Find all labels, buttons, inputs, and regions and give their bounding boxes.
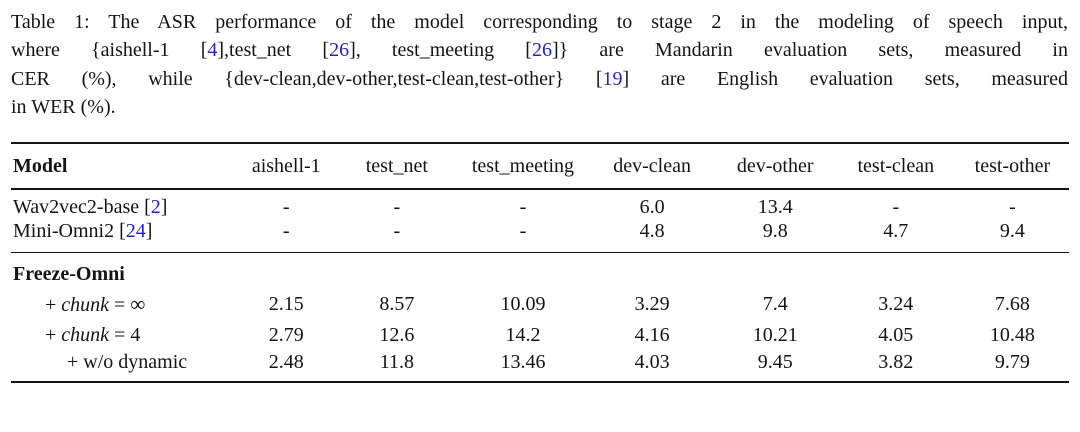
- model-name: ]: [145, 220, 153, 243]
- cell: 10.21: [752, 323, 798, 346]
- column-header-test-clean: test-clean: [835, 143, 956, 191]
- cell: -: [393, 220, 401, 243]
- model-label: Wav2vec2-base [2]: [11, 189, 235, 220]
- cell: 4.16: [634, 323, 670, 346]
- model-label: + chunk = ∞: [11, 289, 235, 320]
- cell: 3.82: [878, 350, 914, 373]
- cell: 7.4: [762, 292, 788, 315]
- cell: 2.15: [268, 292, 304, 315]
- model-name: Wav2vec2-base [: [13, 196, 151, 219]
- model-label: + chunk = 4: [11, 320, 235, 351]
- citation-link[interactable]: 4: [207, 39, 218, 62]
- section-title: Freeze-Omni: [13, 262, 125, 285]
- cell: 11.8: [379, 350, 414, 373]
- column-header-test-meeting: test_meeting: [456, 143, 590, 191]
- math-variable: chunk: [61, 323, 110, 346]
- column-header-model: Model: [11, 143, 236, 191]
- cell: 9.45: [757, 350, 793, 373]
- caption-text: in WER (%).: [11, 95, 116, 118]
- cell: -: [519, 220, 527, 243]
- cell: 10.48: [989, 323, 1035, 346]
- section-title-row: Freeze-Omni: [11, 253, 1069, 289]
- caption-text: ] are English evaluation sets, measured: [622, 67, 1068, 90]
- caption-line: in WER (%).: [11, 93, 1068, 121]
- math-plus: +: [45, 323, 62, 346]
- citation-link[interactable]: 26: [531, 39, 552, 62]
- model-name: Mini-Omni2 [: [13, 220, 126, 243]
- citation-link[interactable]: 24: [125, 220, 146, 243]
- caption-text: CER (%), while {dev-clean,dev-other,test…: [11, 67, 603, 90]
- caption-line: where {aishell-1 [4],test_net [26], test…: [11, 36, 1068, 64]
- cell: 14.2: [505, 323, 541, 346]
- math-variable: chunk: [61, 293, 110, 316]
- caption-line: CER (%), while {dev-clean,dev-other,test…: [11, 65, 1068, 93]
- cell: -: [892, 196, 900, 219]
- table-header: Model aishell-1 test_net test_meeting de…: [11, 143, 1069, 191]
- caption-text: Table 1: The ASR performance of the mode…: [11, 11, 1068, 33]
- cell: 12.6: [379, 323, 415, 346]
- cell: 13.46: [500, 350, 546, 373]
- cell: 4.03: [634, 350, 670, 373]
- cell: 9.8: [762, 220, 788, 243]
- cell: 9.4: [999, 220, 1025, 243]
- model-label: Mini-Omni2 [24]: [11, 220, 235, 253]
- cell: -: [519, 196, 527, 219]
- infinity-symbol: ∞: [130, 291, 146, 316]
- citation-link[interactable]: 26: [329, 39, 350, 62]
- math-value: 4: [130, 323, 141, 346]
- caption-text: ],test_net [: [217, 39, 330, 62]
- results-table: Model aishell-1 test_net test_meeting de…: [11, 142, 1069, 383]
- cell: 7.68: [994, 292, 1030, 315]
- math-equals: =: [109, 293, 131, 316]
- cell: 10.09: [500, 292, 546, 315]
- column-header-aishell-1: aishell-1: [235, 143, 338, 191]
- column-header-test-net: test_net: [337, 143, 457, 191]
- table-caption: Table 1: The ASR performance of the mode…: [11, 8, 1068, 121]
- cell: 3.24: [878, 292, 914, 315]
- cell: 4.7: [883, 220, 909, 243]
- cell: 13.4: [757, 196, 793, 219]
- cell: 9.79: [994, 350, 1030, 373]
- math-plus: +: [45, 293, 62, 316]
- column-header-dev-clean: dev-clean: [589, 143, 715, 191]
- header-row: Model aishell-1 test_net test_meeting de…: [11, 143, 1069, 191]
- model-name: ]: [160, 196, 168, 219]
- caption-text: where {aishell-1 [: [11, 39, 208, 62]
- table-row: Wav2vec2-base [2] - - - 6.0 13.4 - -: [11, 189, 1069, 220]
- baseline-group: Wav2vec2-base [2] - - - 6.0 13.4 - - Min…: [11, 189, 1069, 253]
- cell: 8.57: [379, 292, 415, 315]
- math-equals: =: [109, 323, 131, 346]
- cell: 6.0: [639, 196, 665, 219]
- caption-text: ], test_meeting [: [349, 39, 532, 62]
- column-header-test-other: test-other: [955, 143, 1069, 191]
- cell: -: [393, 196, 401, 219]
- caption-text: ]} are Mandarin evaluation sets, measure…: [551, 39, 1068, 62]
- table-row: + chunk = ∞ 2.15 8.57 10.09 3.29 7.4 3.2…: [11, 289, 1069, 320]
- citation-link[interactable]: 19: [602, 67, 623, 90]
- cell: 3.29: [634, 292, 670, 315]
- cell: -: [1009, 196, 1016, 219]
- cell: 2.79: [268, 323, 304, 346]
- model-label: + w/o dynamic: [67, 350, 188, 373]
- table-row: + w/o dynamic 2.48 11.8 13.46 4.03 9.45 …: [11, 351, 1069, 382]
- cell: 4.05: [878, 323, 914, 346]
- cell: -: [282, 220, 290, 243]
- table-row: Mini-Omni2 [24] - - - 4.8 9.8 4.7 9.4: [11, 220, 1069, 253]
- table-row: + chunk = 4 2.79 12.6 14.2 4.16 10.21 4.…: [11, 320, 1069, 351]
- cell: 2.48: [268, 350, 304, 373]
- cell: -: [282, 196, 290, 219]
- freeze-omni-group: Freeze-Omni + chunk = ∞ 2.15 8.57 10.09 …: [11, 253, 1069, 382]
- caption-line: Table 1: The ASR performance of the mode…: [11, 8, 1068, 36]
- citation-link[interactable]: 2: [150, 196, 161, 219]
- column-header-dev-other: dev-other: [714, 143, 836, 191]
- cell: 4.8: [639, 220, 665, 243]
